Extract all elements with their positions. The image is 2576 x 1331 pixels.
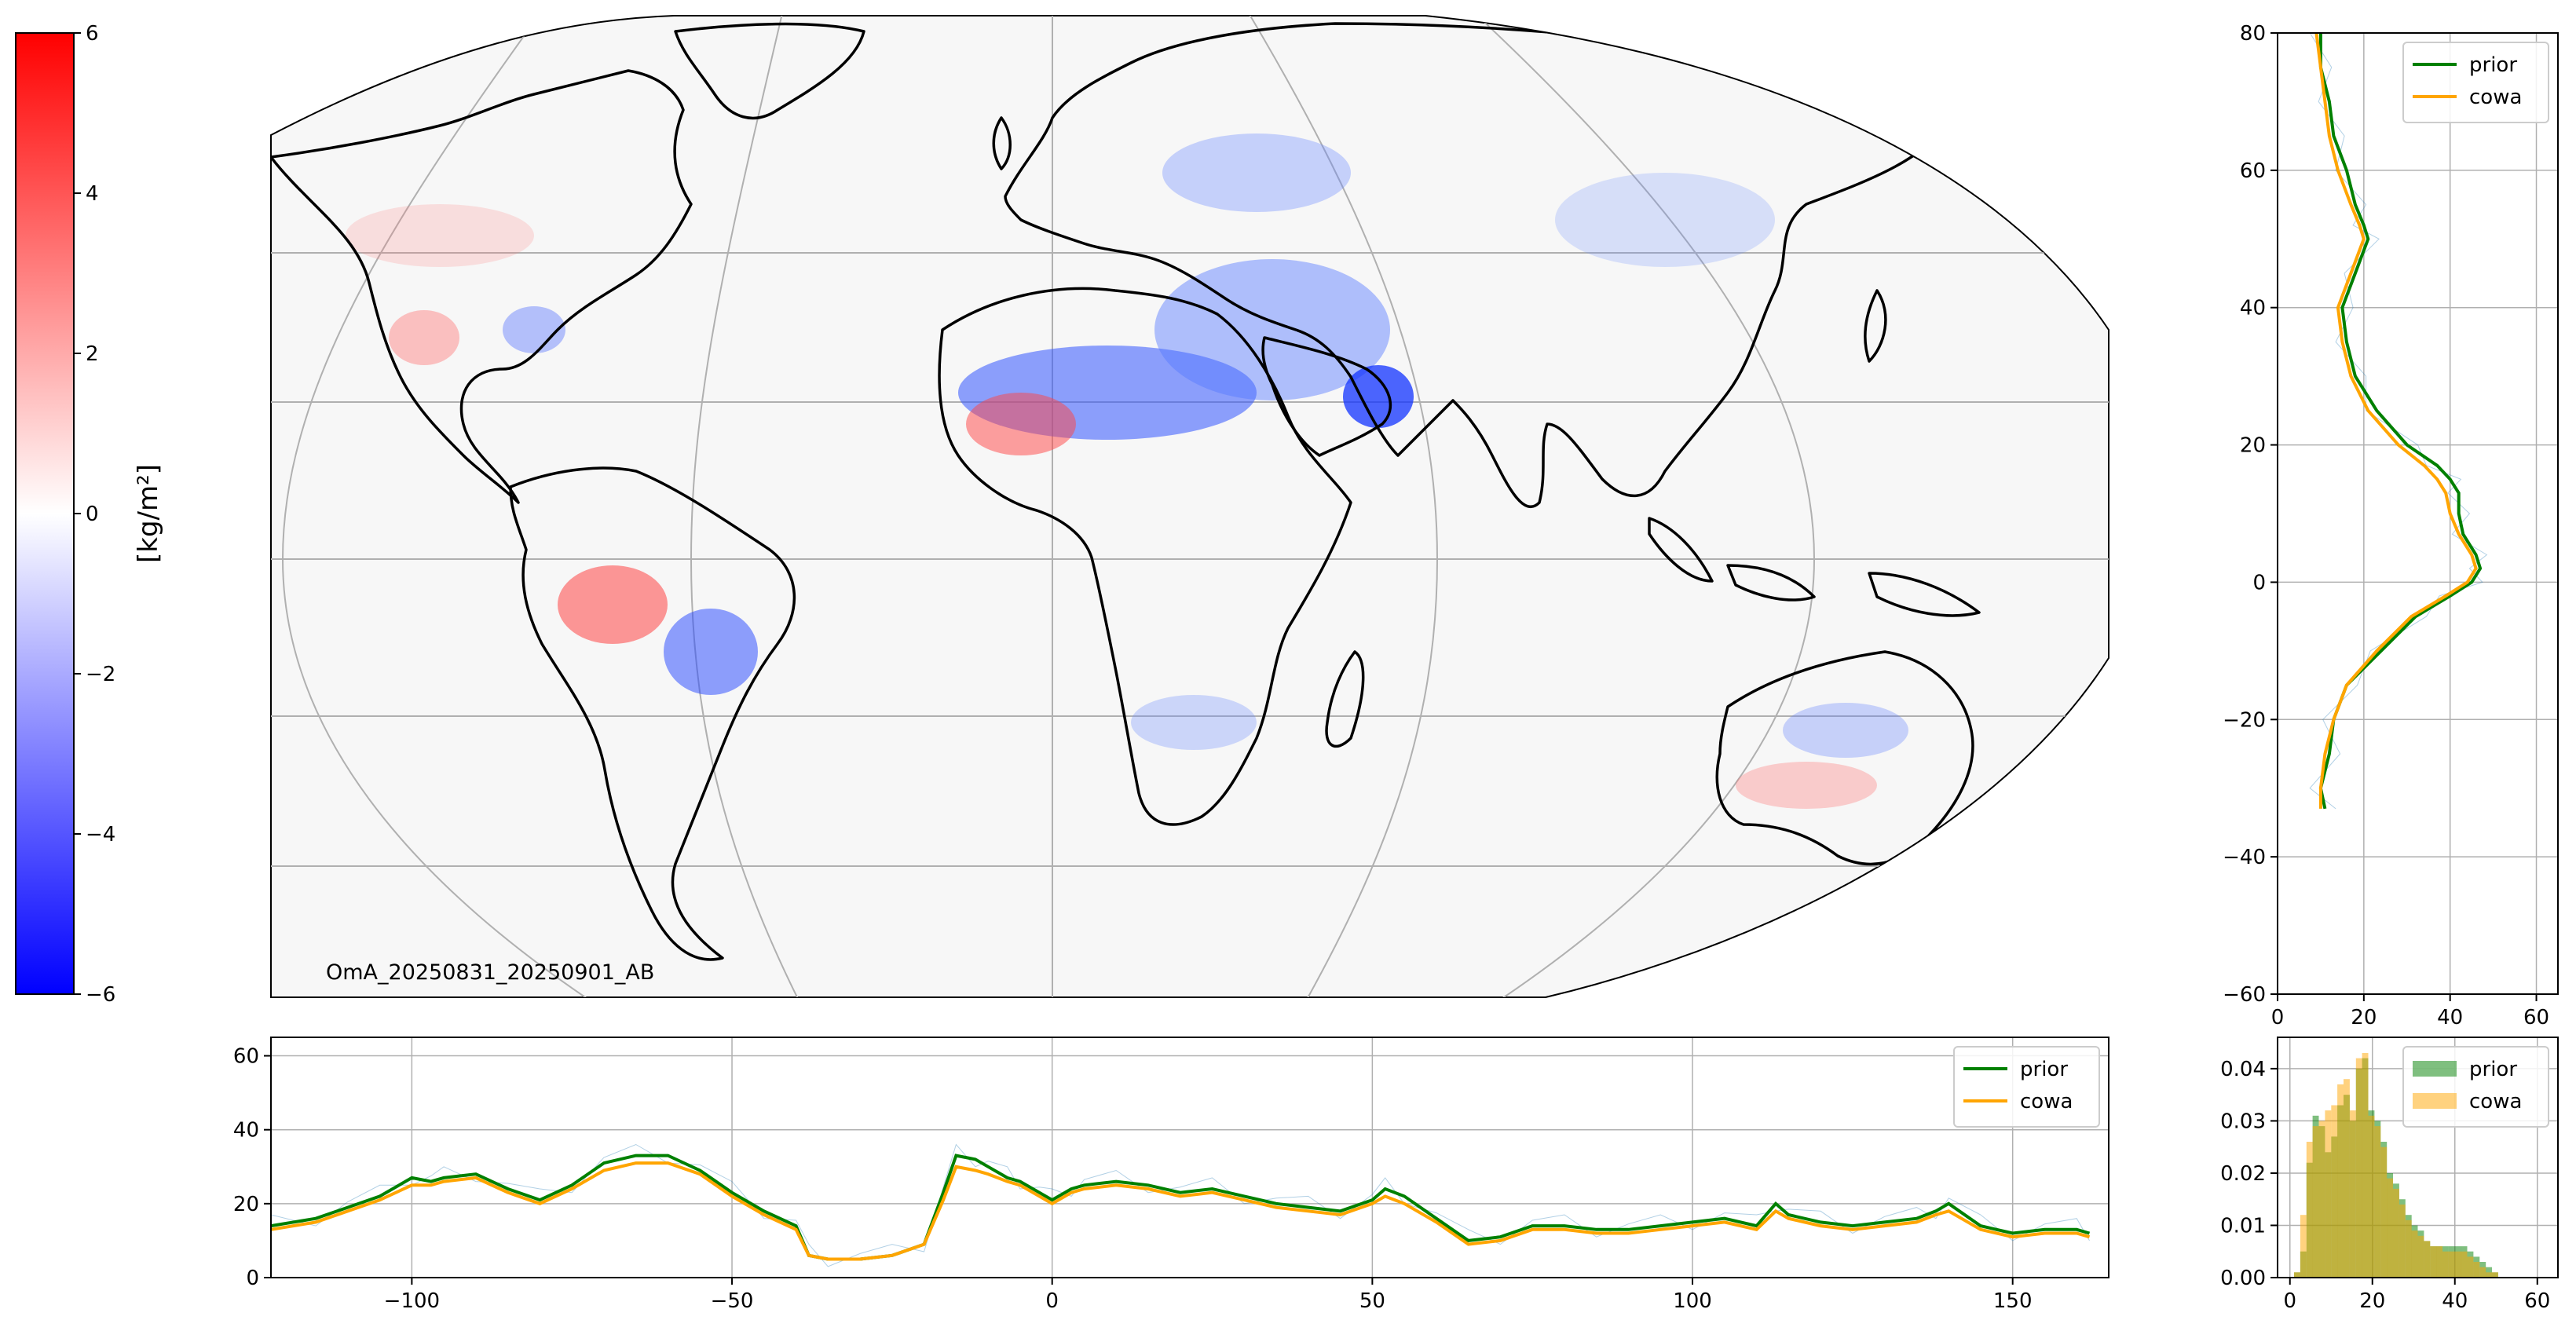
lon-xtick-label: 150 [1993, 1289, 2033, 1313]
lat-series-prior [2318, 33, 2483, 810]
hist-bar-cowa [2492, 1272, 2498, 1278]
hist-legend-swatch-prior [2413, 1061, 2457, 1077]
lat-legend [2402, 42, 2549, 123]
lat-ytick-label: 40 [2240, 297, 2266, 320]
hist-xtick-label: 0 [2283, 1289, 2296, 1313]
hist-bar-cowa [2486, 1272, 2492, 1278]
lon-xtick-label: 50 [1359, 1289, 1385, 1313]
hist-bar-cowa [2454, 1251, 2461, 1278]
colorbar-tick-label: −6 [86, 983, 115, 1007]
hist-bar-cowa [2306, 1142, 2313, 1278]
hist-ytick-label: 0.04 [2220, 1058, 2266, 1081]
hist-bar-cowa [2424, 1241, 2431, 1278]
hist-ytick-label: 0.01 [2220, 1214, 2266, 1238]
map-boundary [270, 15, 2109, 998]
hist-legend-label-cowa: cowa [2469, 1090, 2522, 1113]
lon-xtick-label: 100 [1673, 1289, 1712, 1313]
hist-bar-cowa [2461, 1251, 2468, 1278]
lon-xtick-label: −100 [384, 1289, 440, 1313]
hist-bar-cowa [2374, 1126, 2381, 1278]
lon-ytick-label: 0 [246, 1267, 259, 1290]
hist-ytick-label: 0.00 [2220, 1267, 2266, 1290]
lon-series-prior [270, 1154, 2091, 1261]
hist-bar-cowa [2467, 1256, 2474, 1278]
lat-ytick-label: −20 [2223, 708, 2266, 732]
map-panel: OmA_20250831_20250901_AB [270, 15, 2109, 998]
hist-bar-cowa [2405, 1219, 2412, 1278]
hist-xtick-label: 60 [2524, 1289, 2550, 1313]
hist-xtick-label: 40 [2442, 1289, 2468, 1313]
map-annotation: OmA_20250831_20250901_AB [326, 960, 654, 985]
hist-bar-cowa [2399, 1204, 2406, 1278]
hist-bar-cowa [2448, 1251, 2455, 1278]
colorbar-tick-label: 2 [86, 342, 99, 366]
lon-ytick-label: 60 [233, 1045, 259, 1069]
lon-raw-trace [270, 1143, 2090, 1267]
hist-bar-cowa [2436, 1246, 2442, 1278]
hist-bar-cowa [2387, 1178, 2393, 1278]
lon-ytick-label: 40 [233, 1119, 259, 1143]
hist-xtick-label: 20 [2359, 1289, 2385, 1313]
colorbar-tick-label: 4 [86, 182, 99, 206]
lon-series-cowa [270, 1161, 2091, 1261]
lat-legend-label-cowa: cowa [2469, 86, 2522, 109]
hist-bar-cowa [2368, 1115, 2375, 1278]
hist-bar-cowa [2337, 1084, 2344, 1278]
lon-legend-label-cowa: cowa [2020, 1090, 2073, 1113]
lat-ytick-label: 80 [2240, 22, 2266, 46]
colorbar-label: [kg/m²] [133, 464, 164, 563]
lon-legend-label-prior: prior [2020, 1058, 2068, 1081]
hist-bar-cowa [2430, 1246, 2437, 1278]
colorbar-tick-label: 6 [86, 22, 99, 46]
colorbar-tick-label: 0 [86, 503, 99, 526]
hist-legend-swatch-cowa [2413, 1093, 2457, 1109]
hist-bar-cowa [2312, 1126, 2319, 1278]
hist-bar-cowa [2380, 1146, 2388, 1278]
lat-series-cowa [2314, 32, 2478, 809]
hist-bar-cowa [2442, 1251, 2449, 1278]
hist-bar-cowa [2355, 1058, 2362, 1278]
hist-bar-cowa [2349, 1110, 2356, 1278]
colorbar-tick-label: −4 [86, 823, 115, 847]
lon-legend [1953, 1046, 2100, 1128]
colorbar-tick-label: −2 [86, 663, 115, 686]
lat-xtick-label: 60 [2523, 1006, 2549, 1029]
lon-profile-panel: −100 −50 0 50 100 150 0 20 40 60 prior cowa [233, 1037, 2109, 1313]
hist-legend-label-prior: prior [2469, 1058, 2517, 1081]
lat-xtick-label: 0 [2271, 1006, 2285, 1029]
hist-bar-cowa [2294, 1272, 2300, 1278]
lat-xtick-label: 40 [2437, 1006, 2463, 1029]
hist-bar-cowa [2344, 1079, 2350, 1278]
lat-ytick-label: 60 [2240, 159, 2266, 183]
lat-ytick-label: −60 [2223, 983, 2266, 1007]
hist-bar-cowa [2331, 1105, 2338, 1278]
colorbar-gradient [15, 32, 75, 995]
histogram-panel: 0 20 40 60 0.00 0.01 0.02 0.03 0.04 prior cowa [2220, 1037, 2559, 1313]
lat-xtick-label: 20 [2351, 1006, 2377, 1029]
lat-legend-label-prior: prior [2469, 53, 2517, 77]
lon-xtick-label: −50 [711, 1289, 754, 1313]
lat-ytick-label: 20 [2240, 434, 2266, 458]
lat-ytick-label: 0 [2252, 571, 2266, 594]
hist-bar-cowa [2479, 1267, 2486, 1278]
lon-ytick-label: 20 [233, 1193, 259, 1216]
lon-raw-traces [270, 1143, 2090, 1267]
hist-bar-cowa [2473, 1262, 2480, 1278]
hist-bar-cowa [2362, 1053, 2369, 1278]
lon-xtick-label: 0 [1045, 1289, 1059, 1313]
lat-profile-panel: 0 20 40 60 80 60 40 20 0 −20 −40 −60 prior cowa [2223, 22, 2559, 1029]
hist-bar-cowa [2417, 1235, 2424, 1278]
colorbar: 6 4 2 0 −2 −4 −6 [kg/m²] [15, 22, 164, 1007]
hist-bar-cowa [2325, 1110, 2332, 1278]
coastlines [271, 22, 2044, 961]
map-anomaly-field [346, 133, 1908, 809]
hist-ytick-label: 0.02 [2220, 1162, 2266, 1186]
hist-bar-cowa [2393, 1188, 2399, 1278]
hist-ytick-label: 0.03 [2220, 1110, 2266, 1133]
hist-bar-cowa [2300, 1215, 2307, 1278]
hist-bar-cowa [2411, 1230, 2418, 1278]
lat-ytick-label: −40 [2223, 846, 2266, 869]
hist-bar-cowa [2318, 1121, 2325, 1278]
